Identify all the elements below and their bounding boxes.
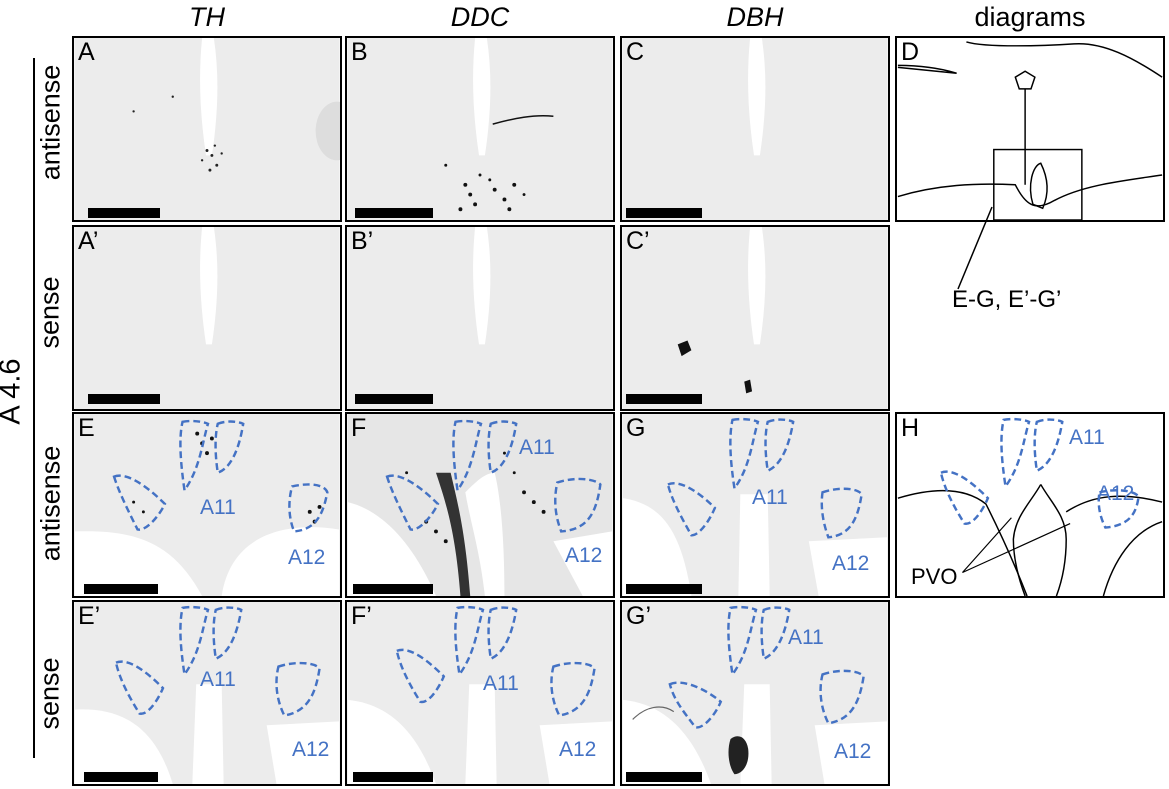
scale-bar-e-prime [84,772,158,782]
panel-a-prime: A’ [72,225,342,411]
panel-e-prime: E’ A11 A12 [72,600,342,786]
scale-bar-e [84,584,158,594]
panel-label-a-prime: A’ [78,227,99,255]
row-label-antisense-1: antisense [35,64,66,181]
scale-bar-c-prime [626,394,702,404]
tissue-image-c-prime [622,227,888,409]
panel-label-c-prime: C’ [626,227,650,255]
tissue-image-b [347,38,613,220]
panel-label-e-prime: E’ [78,602,101,630]
region-label-a12-e-prime: A12 [292,738,330,761]
scale-bar-b [355,208,433,218]
panel-d: D [895,36,1165,222]
panel-g: G A11 A12 [620,412,890,598]
scale-bar-a [88,208,160,218]
tissue-image-a-prime [74,227,340,409]
tissue-image-c [622,38,888,220]
panel-f-prime: F’ A11 A12 [345,600,615,786]
tissue-image-a [74,38,340,220]
panel-c-prime: C’ [620,225,890,411]
panel-g-prime: G’ A11 A12 [620,600,890,786]
panel-b: B [345,36,615,222]
panel-label-b-prime: B’ [351,227,374,255]
row-label-sense-1: sense [34,276,65,349]
panel-a: A [72,36,342,222]
panel-f: F A11 A12 [345,412,615,598]
panel-label-g: G [626,414,646,442]
panel-label-e: E [78,414,95,442]
region-label-a12-g-prime: A12 [834,740,872,763]
inset-label: E-G, E’-G’ [952,286,1062,313]
panel-label-h: H [901,414,920,442]
region-label-a12-f-prime: A12 [559,738,597,761]
panel-e: E A11 A12 [72,412,342,598]
tissue-image-f [347,414,613,596]
diagram-h [897,417,1163,596]
inset-pointer-line [957,206,993,290]
region-label-a11-e-prime: A11 [200,668,236,691]
region-label-a11-g: A11 [752,486,788,509]
tissue-image-b-prime [347,227,613,409]
panel-label-g-prime: G’ [626,602,651,630]
scale-bar-g-prime [626,772,702,782]
tissue-image-g [622,414,888,596]
region-label-a11-e: A11 [200,496,236,519]
region-label-a11-g-prime: A11 [788,626,824,649]
tissue-image-g-prime [622,602,888,784]
tissue-image-e [74,414,340,596]
scale-bar-f-prime [353,772,433,782]
panel-label-d: D [901,38,920,66]
tissue-image-e-prime [74,602,340,784]
panel-label-f: F [351,414,367,442]
scale-bar-g [626,584,702,594]
section-label: A 4.6 [0,358,27,424]
region-label-a12-g: A12 [832,552,870,575]
diagram-d [897,41,1163,220]
column-header-dbh: DBH [726,2,784,32]
panel-label-f-prime: F’ [351,602,372,630]
row-label-antisense-2: antisense [35,445,66,562]
panel-label-a: A [78,38,95,66]
region-label-a11-h: A11 [1069,426,1105,449]
column-header-ddc: DDC [450,2,510,32]
scale-bar-b-prime [355,394,433,404]
region-label-a12-e: A12 [288,546,326,569]
row-label-sense-2: sense [34,657,65,730]
region-label-a11-f-prime: A11 [483,672,519,695]
region-label-a12-f: A12 [565,544,603,567]
scale-bar-f [353,584,433,594]
panel-c: C [620,36,890,222]
panel-b-prime: B’ [345,225,615,411]
scale-bar-c [626,208,702,218]
region-label-pvo: PVO [911,564,958,589]
region-label-a12-h: A12 [1097,482,1135,505]
scale-bar-a-prime [88,394,160,404]
column-header-th: TH [189,2,225,32]
tissue-image-f-prime [347,602,613,784]
panel-label-c: C [626,38,645,66]
panel-label-b: B [351,38,368,66]
region-label-a11-f: A11 [519,436,555,459]
column-header-diagrams: diagrams [974,2,1086,32]
section-divider-line [33,58,35,758]
panel-h: H A11 A12 PVO [895,412,1165,598]
